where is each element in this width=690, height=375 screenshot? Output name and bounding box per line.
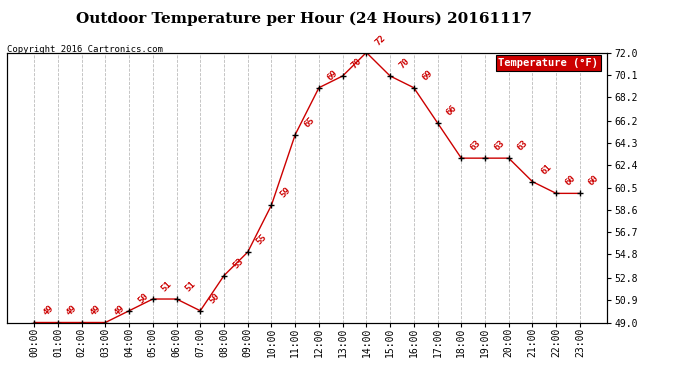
Text: 49: 49 — [65, 303, 79, 317]
Text: 70: 70 — [350, 57, 364, 70]
Text: 72: 72 — [373, 33, 387, 47]
Text: 51: 51 — [160, 279, 174, 294]
Text: 49: 49 — [112, 303, 126, 317]
Text: 63: 63 — [515, 139, 530, 153]
Text: 69: 69 — [421, 68, 435, 82]
Text: Outdoor Temperature per Hour (24 Hours) 20161117: Outdoor Temperature per Hour (24 Hours) … — [76, 11, 531, 26]
Text: 60: 60 — [563, 174, 577, 188]
Text: 50: 50 — [207, 291, 221, 305]
Text: 50: 50 — [136, 291, 150, 305]
Text: 66: 66 — [444, 104, 458, 117]
Text: Temperature (°F): Temperature (°F) — [498, 58, 598, 68]
Text: 63: 63 — [469, 139, 482, 153]
Text: 49: 49 — [88, 303, 103, 317]
Text: 53: 53 — [231, 256, 245, 270]
Text: 65: 65 — [302, 115, 316, 129]
Text: 63: 63 — [492, 139, 506, 153]
Text: 55: 55 — [255, 232, 268, 246]
Text: 70: 70 — [397, 57, 411, 70]
Text: 51: 51 — [184, 279, 197, 294]
Text: 49: 49 — [41, 303, 55, 317]
Text: 59: 59 — [278, 186, 293, 200]
Text: Copyright 2016 Cartronics.com: Copyright 2016 Cartronics.com — [7, 45, 163, 54]
Text: 60: 60 — [587, 174, 601, 188]
Text: 61: 61 — [540, 162, 553, 176]
Text: 69: 69 — [326, 68, 339, 82]
